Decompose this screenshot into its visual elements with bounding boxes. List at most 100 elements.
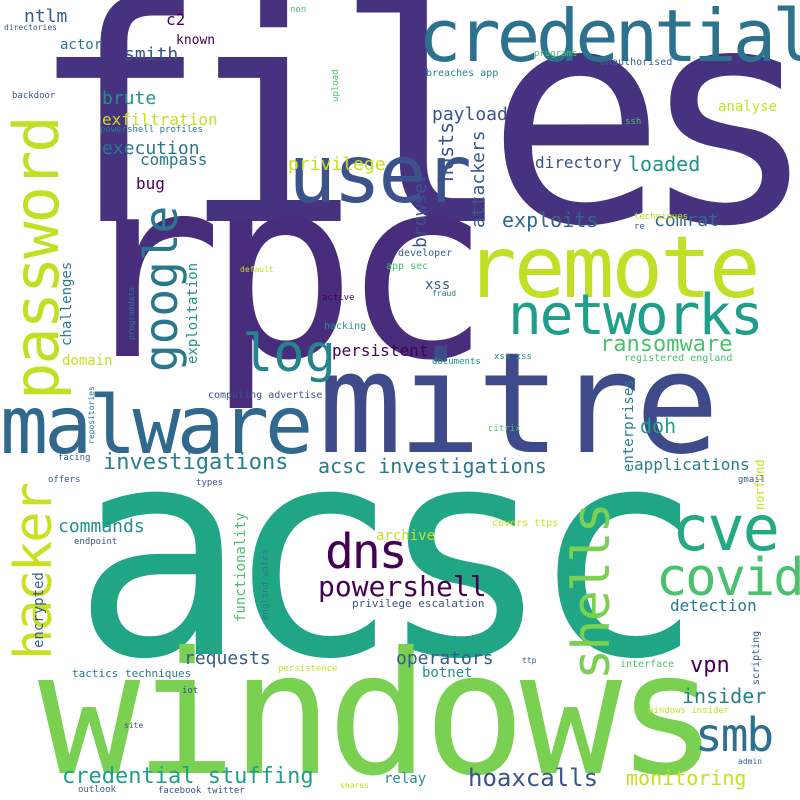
word-gmail: gmail bbox=[738, 475, 766, 485]
word-shells: shells bbox=[562, 504, 622, 680]
word-programdata: programdata bbox=[127, 287, 136, 340]
word-requests: requests bbox=[184, 648, 271, 669]
word-interface: interface bbox=[620, 659, 675, 670]
word-doh: doh bbox=[640, 414, 677, 438]
word-ssh: ssh bbox=[625, 117, 642, 127]
word-facing: facing bbox=[58, 453, 91, 463]
word-app-sec: app sec bbox=[386, 261, 429, 272]
word-detection: detection bbox=[670, 596, 757, 615]
word-files: files bbox=[28, 0, 800, 292]
word-backdoor: backdoor bbox=[12, 91, 56, 101]
word-mitre: mitre bbox=[318, 323, 719, 486]
word-brute: brute bbox=[102, 88, 157, 109]
word-malware: malware bbox=[0, 379, 313, 472]
word-credential-stuffing: credential stuffing bbox=[62, 764, 314, 789]
word-persistence: persistence bbox=[278, 664, 338, 674]
word-credential: credential bbox=[418, 0, 800, 78]
word-hosts: hosts bbox=[434, 121, 458, 182]
word-relay: relay bbox=[384, 771, 427, 787]
word-facebook-twitter: facebook twitter bbox=[158, 786, 245, 796]
word-rpc: rpc bbox=[72, 124, 492, 415]
word-exfiltration: exfiltration bbox=[102, 110, 218, 129]
word-networks: networks bbox=[508, 283, 764, 348]
word-endpoint: endpoint bbox=[74, 537, 118, 547]
word-remote: remote bbox=[465, 218, 761, 318]
word-known: known bbox=[176, 33, 216, 48]
word-investigations: investigations bbox=[103, 450, 289, 475]
word-ttp: ttp bbox=[522, 656, 537, 665]
word-windows-insider: windows insider bbox=[648, 706, 730, 716]
word-covers-ttps: covers ttps bbox=[492, 518, 559, 529]
word-challenges: challenges bbox=[59, 261, 75, 346]
word-citrix: citrix bbox=[488, 424, 521, 434]
word-covid: covid bbox=[656, 548, 800, 608]
word-windows: windows bbox=[38, 616, 718, 800]
word-comrat: comrat bbox=[654, 210, 720, 231]
word-c2: c2 bbox=[166, 10, 186, 29]
word-enterprises: enterprises bbox=[621, 379, 637, 472]
word-cve: cve bbox=[672, 492, 780, 565]
word-programs: programs bbox=[534, 49, 578, 59]
word-breaches-app: breaches app bbox=[426, 68, 499, 79]
word-password: password bbox=[0, 117, 73, 400]
word-ransomware: ransomware bbox=[600, 332, 733, 357]
word-compass: compass bbox=[140, 150, 208, 169]
word-applications: applications bbox=[634, 455, 750, 474]
word-payload: payload bbox=[432, 104, 508, 125]
word-bug: bug bbox=[136, 174, 165, 193]
word-archive: archive bbox=[376, 528, 436, 544]
word-default: default bbox=[240, 265, 274, 274]
word-techniques: techniques bbox=[634, 212, 689, 222]
word-exploits: exploits bbox=[502, 208, 599, 232]
word-computing-advertise: computing advertise bbox=[208, 390, 323, 401]
word-powershell-profiles: powershell profiles bbox=[100, 125, 203, 135]
word-persistent: persistent bbox=[332, 341, 429, 360]
word-execution: execution bbox=[102, 138, 200, 159]
word-domain: domain bbox=[62, 353, 113, 369]
word-site: site bbox=[124, 721, 144, 730]
word-insider: insider bbox=[682, 684, 767, 708]
word-functionality: functionality bbox=[233, 512, 249, 622]
word-google: google bbox=[134, 205, 188, 372]
word-repositories: repositories bbox=[87, 386, 96, 444]
word-offers: offers bbox=[48, 475, 81, 485]
word-ntlm: ntlm bbox=[24, 6, 68, 27]
word-privilege: privilege bbox=[288, 154, 386, 175]
word-xss-xss: xss xss bbox=[494, 352, 532, 362]
word-powershell: powershell bbox=[318, 570, 487, 603]
word-analyse: analyse bbox=[718, 99, 778, 115]
word-user: user bbox=[288, 128, 472, 221]
word-directory: directory bbox=[535, 153, 622, 172]
word-smith: smith bbox=[124, 44, 179, 65]
word-vpn: vpn bbox=[690, 653, 730, 678]
word-scripting: scripting bbox=[751, 630, 762, 685]
word-exploitation: exploitation bbox=[185, 262, 201, 364]
word-tactics-techniques: tactics techniques bbox=[72, 667, 192, 680]
word-commands: commands bbox=[58, 516, 145, 537]
word-smb: smb bbox=[695, 708, 774, 762]
word-shares: shares bbox=[340, 781, 369, 790]
word-active: active bbox=[322, 293, 355, 303]
word-iot: iot bbox=[182, 686, 199, 696]
word-botnet: botnet bbox=[422, 665, 473, 681]
word-acsc-investigations: acsc investigations bbox=[318, 454, 547, 478]
word-registered-england: registered england bbox=[624, 353, 733, 364]
word-acsc: acsc bbox=[72, 386, 704, 723]
word-developer: developer bbox=[398, 248, 453, 259]
word-attackers: attackers bbox=[468, 130, 489, 228]
word-log: log bbox=[242, 324, 336, 384]
word-upload: upload bbox=[331, 69, 341, 102]
word-loaded: loaded bbox=[628, 152, 701, 176]
word-hacking: hacking bbox=[324, 321, 367, 332]
word-dns: dns bbox=[325, 524, 408, 580]
word-operators: operators bbox=[396, 648, 494, 669]
word-documents: documents bbox=[432, 357, 481, 367]
word-browser: browser bbox=[410, 172, 431, 248]
word-xss: xss bbox=[425, 277, 451, 293]
word-actor: actor bbox=[60, 37, 103, 53]
word-admin: admin bbox=[738, 757, 763, 766]
word-non: non bbox=[290, 5, 307, 15]
word-england-wales: england wales bbox=[261, 549, 271, 620]
word-unauthorised: unauthorised bbox=[600, 57, 673, 68]
